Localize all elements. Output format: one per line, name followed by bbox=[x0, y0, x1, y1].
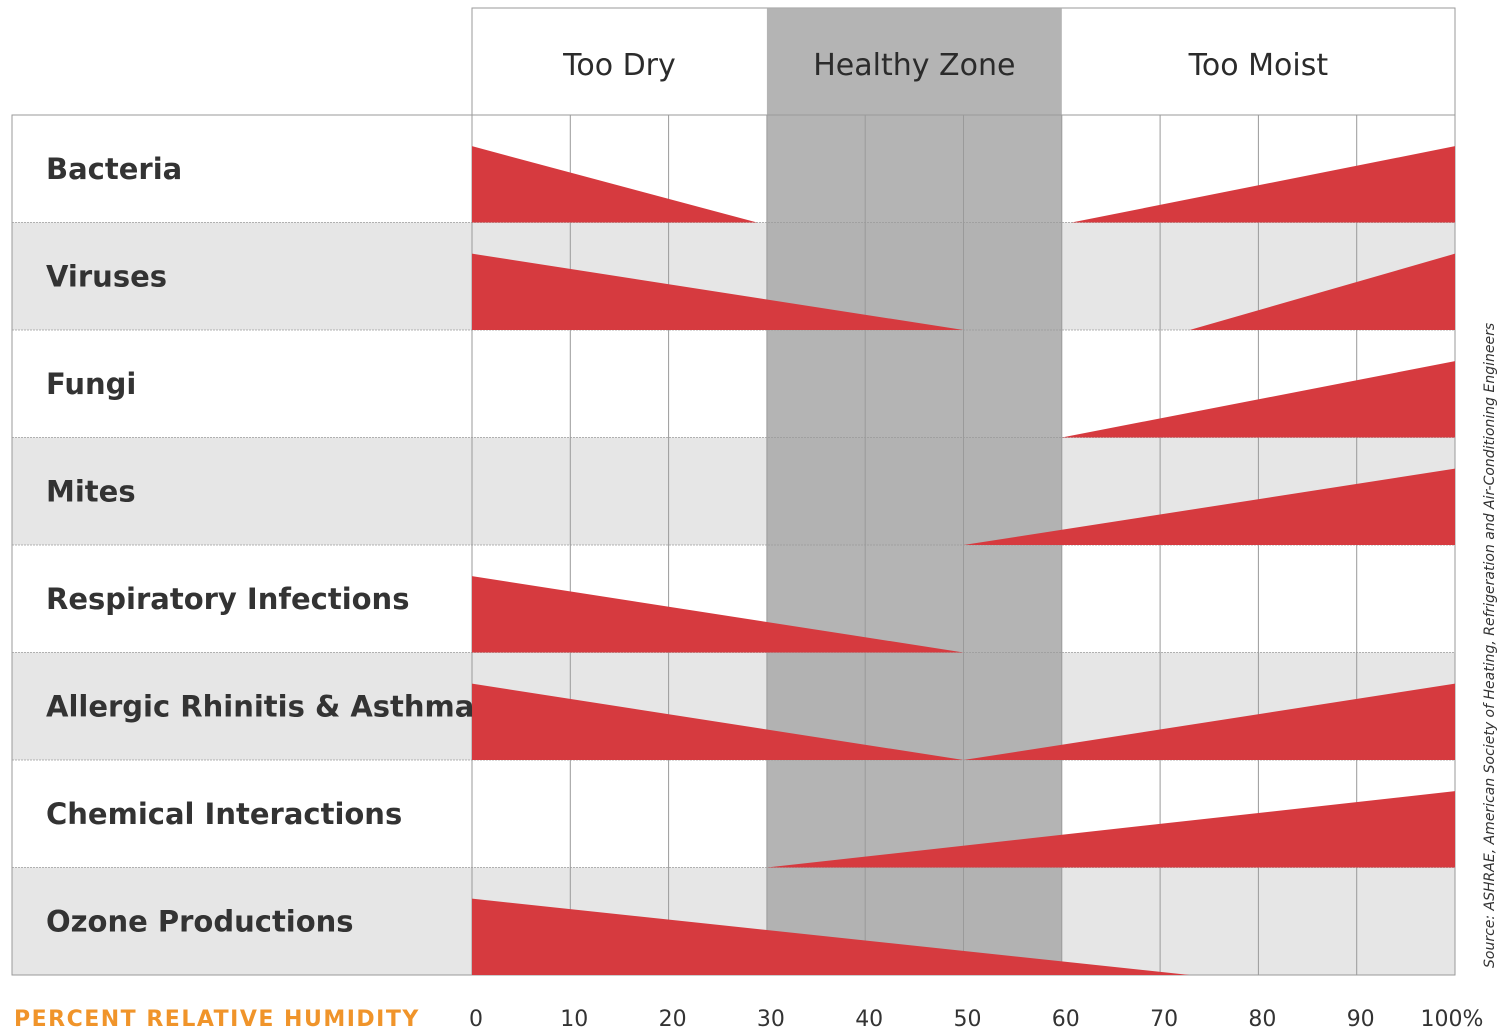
x-tick-label: 70 bbox=[1150, 1007, 1178, 1032]
x-axis-title: PERCENT RELATIVE HUMIDITY bbox=[14, 1007, 420, 1032]
row-label: Fungi bbox=[46, 367, 136, 401]
x-tick-label: 0 bbox=[469, 1007, 483, 1032]
source-note: Source: ASHRAE, American Society of Heat… bbox=[1482, 323, 1498, 968]
risk-band-high-humidity bbox=[1071, 146, 1455, 223]
x-tick-label: 60 bbox=[1052, 1007, 1080, 1032]
x-tick-label: 30 bbox=[757, 1007, 785, 1032]
risk-band-high-humidity bbox=[1189, 253, 1455, 330]
x-tick-label: 50 bbox=[954, 1007, 982, 1032]
risk-band-low-humidity bbox=[472, 576, 964, 653]
zone-label: Too Moist bbox=[1188, 48, 1329, 83]
risk-band-high-humidity bbox=[1061, 361, 1455, 438]
row-label: Bacteria bbox=[46, 152, 182, 186]
healthy-zone-band bbox=[766, 8, 1062, 975]
x-tick-label: 80 bbox=[1248, 1007, 1276, 1032]
risk-band-low-humidity bbox=[472, 146, 758, 223]
risk-band-low-humidity bbox=[472, 253, 964, 330]
row-label: Mites bbox=[46, 474, 136, 508]
x-tick-label: 90 bbox=[1347, 1007, 1375, 1032]
x-tick-label: 100% bbox=[1421, 1007, 1484, 1032]
x-tick-label: 40 bbox=[855, 1007, 883, 1032]
row-label: Chemical Interactions bbox=[46, 797, 402, 831]
risk-band-high-humidity bbox=[766, 791, 1455, 868]
risk-band-low-humidity bbox=[472, 683, 964, 760]
risk-band-low-humidity bbox=[472, 898, 1190, 975]
row-label: Viruses bbox=[46, 259, 167, 293]
zone-label: Too Dry bbox=[562, 48, 676, 83]
row-label: Allergic Rhinitis & Asthma bbox=[46, 689, 474, 723]
row-label: Ozone Productions bbox=[46, 904, 354, 938]
risk-band-high-humidity bbox=[963, 468, 1455, 545]
risk-band-high-humidity bbox=[963, 683, 1455, 760]
zone-label: Healthy Zone bbox=[813, 48, 1015, 83]
x-tick-label: 20 bbox=[659, 1007, 687, 1032]
row-label: Respiratory Infections bbox=[46, 582, 409, 616]
x-tick-label: 10 bbox=[560, 1007, 588, 1032]
